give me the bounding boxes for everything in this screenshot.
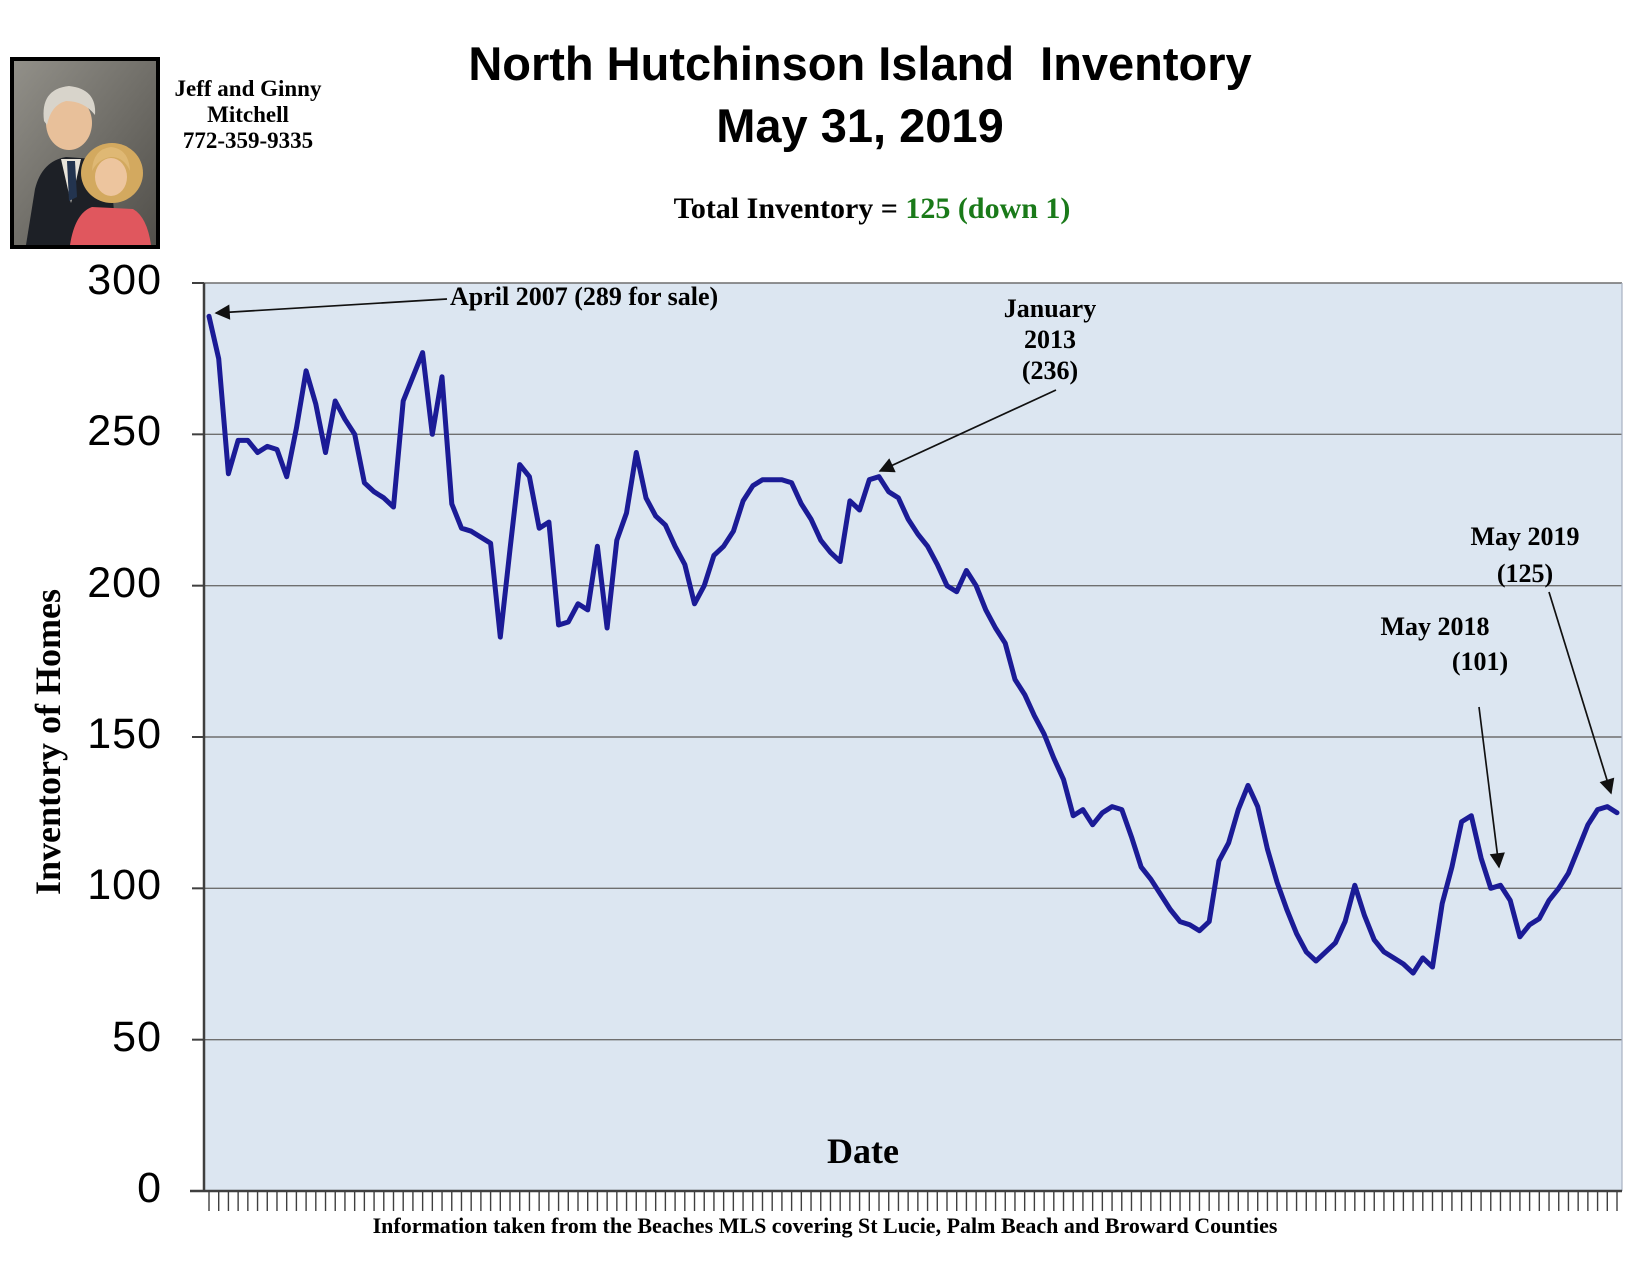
y-tick-label-200: 200 [87,558,162,607]
agent-name-line1: Jeff and Ginny [174,76,322,101]
y-tick-label-50: 50 [112,1012,162,1061]
annotation-may-2018-value: (101) [1451,647,1509,676]
total-inventory-line: Total Inventory = 125 (down 1) [372,192,1372,226]
y-tick-label-250: 250 [87,407,162,456]
agent-phone: 772-359-9335 [182,128,314,153]
agents-photo [10,57,160,249]
chart-title-line1: North Hutchinson Island Inventory [468,37,1252,90]
x-axis-title: Date [827,1131,899,1171]
y-tick-label-0: 0 [137,1164,162,1213]
total-inventory-value: 125 (down 1) [905,192,1071,225]
source-note: Information taken from the Beaches MLS c… [372,1213,1278,1238]
annotation-arrow-2 [1478,706,1505,869]
total-inventory-label: Total Inventory = [673,192,906,225]
annotation-arrow-0 [214,298,448,320]
inventory-series-line [206,313,1620,976]
annotation-arrow-1 [878,389,1057,473]
annotation-may-2018: May 2018 [1380,612,1490,641]
agents-photo-image [14,61,156,245]
chart-title-line2: May 31, 2019 [716,99,1004,152]
woman-figure [70,143,151,245]
annotation-april-2007: April 2007 (289 for sale) [450,282,719,311]
y-tick-label-100: 100 [87,861,162,910]
annotation-arrow-3 [1548,591,1615,795]
annotation-january-2013: January 2013 (236) [1003,294,1097,385]
annotation-may-2019: May 2019 (125) [1470,522,1580,588]
y-tick-label-300: 300 [87,256,162,305]
y-tick-label-150: 150 [87,710,162,759]
agent-contact-block: Jeff and Ginny Mitchell 772-359-9335 [148,76,348,154]
agent-name-line2: Mitchell [207,102,289,127]
